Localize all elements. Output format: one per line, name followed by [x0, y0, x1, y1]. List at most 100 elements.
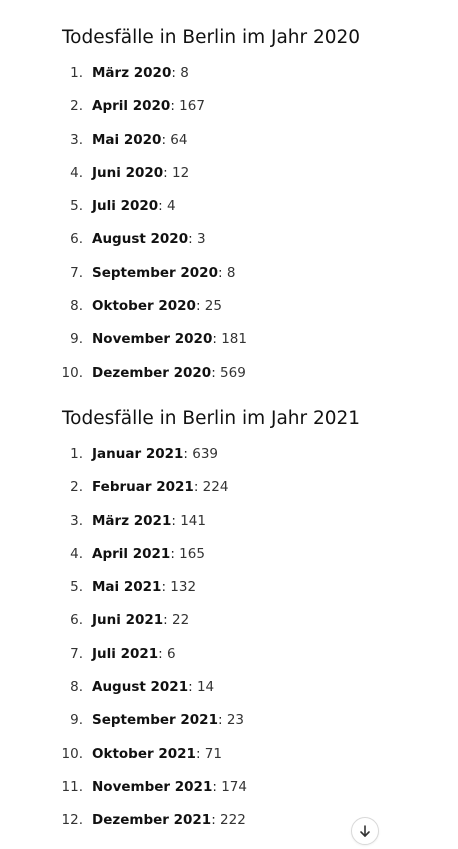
list-item: 3. März 2021: 141 [0, 511, 458, 544]
list-item-number: 6. [70, 231, 83, 248]
scroll-to-bottom-button[interactable] [351, 817, 379, 845]
month-label: September 2021 [92, 712, 218, 729]
list-item: 8. Oktober 2020: 25 [0, 296, 458, 329]
list-item-number: 5. [70, 579, 83, 596]
list-item-entry: April 2020: 167 [92, 98, 205, 115]
list-item-number: 8. [70, 679, 83, 696]
list-item-entry: Februar 2021: 224 [92, 479, 229, 496]
list-item-entry: November 2020: 181 [92, 331, 247, 348]
list-item-number: 3. [70, 131, 83, 148]
list-item-entry: August 2021: 14 [92, 679, 215, 696]
list-item-number: 3. [70, 512, 83, 529]
list-item-number: 10. [61, 745, 83, 762]
list-item: 8. August 2021: 14 [0, 677, 458, 710]
section-title-2021: Todesfälle in Berlin im Jahr 2021 [62, 408, 361, 429]
list-item: 11. November 2021: 174 [0, 777, 458, 810]
month-label: November 2021 [92, 778, 213, 795]
month-label: Juli 2021 [92, 645, 159, 662]
death-count: 14 [196, 679, 215, 696]
month-label: Juli 2020 [92, 198, 159, 215]
list-item-entry: September 2021: 23 [92, 712, 245, 729]
death-count: 3 [196, 231, 206, 248]
list-item: 6. August 2020: 3 [0, 229, 458, 262]
list-item-number: 6. [70, 612, 83, 629]
list-item-entry: März 2020: 8 [92, 65, 189, 81]
month-label: Oktober 2021 [92, 745, 196, 762]
list-item-entry: Januar 2021: 639 [92, 446, 219, 462]
month-label: April 2020 [92, 98, 171, 115]
death-count: 639 [192, 446, 219, 462]
death-count: 8 [226, 264, 236, 281]
month-label: Februar 2021 [92, 479, 194, 496]
month-label: August 2020 [92, 231, 189, 248]
deaths-list-2021: 1. Januar 2021: 639 2. Februar 2021: 224 3. M… [0, 444, 458, 844]
list-item-entry: Mai 2020: 64 [92, 131, 188, 148]
list-item-number: 9. [70, 712, 83, 729]
month-label: Oktober 2020 [92, 298, 196, 315]
list-item-number: 2. [70, 98, 83, 115]
list-item-entry: September 2020: 8 [92, 264, 236, 281]
list-item: 3. Mai 2020: 64 [0, 130, 458, 163]
list-item: 1. Januar 2021: 639 [0, 444, 458, 477]
death-count: 141 [180, 512, 206, 529]
section-title-2020: Todesfälle in Berlin im Jahr 2020 [62, 27, 361, 48]
death-count: 165 [179, 545, 205, 562]
death-count: 569 [220, 364, 246, 381]
month-label: März 2020 [92, 65, 172, 81]
list-item: 9. November 2020: 181 [0, 329, 458, 362]
list-item: 5. Mai 2021: 132 [0, 577, 458, 610]
list-item: 2. April 2020: 167 [0, 96, 458, 129]
month-label: Mai 2020 [92, 131, 162, 148]
list-item-entry: November 2021: 174 [92, 778, 247, 795]
death-count: 167 [179, 98, 205, 115]
list-item: 7. September 2020: 8 [0, 263, 458, 296]
death-count: 132 [170, 579, 197, 596]
list-item-number: 7. [70, 264, 83, 281]
list-item: 12. Dezember 2021: 222 [0, 810, 458, 843]
list-item-number: 5. [70, 198, 83, 215]
death-count: 222 [220, 812, 246, 829]
list-item: 4. April 2021: 165 [0, 544, 458, 577]
death-count: 12 [172, 164, 190, 181]
list-item-number: 7. [70, 645, 83, 662]
month-label: Juni 2020 [92, 164, 164, 181]
month-label: August 2021 [92, 679, 189, 696]
death-count: 174 [221, 778, 247, 795]
list-item: 7. Juli 2021: 6 [0, 644, 458, 677]
list-item: 5. Juli 2020: 4 [0, 196, 458, 229]
death-count: 64 [170, 131, 188, 148]
month-label: Januar 2021 [92, 446, 184, 462]
list-item-entry: Juni 2020: 12 [92, 164, 190, 181]
list-item: 2. Februar 2021: 224 [0, 477, 458, 510]
death-count: 25 [204, 298, 222, 315]
death-count: 181 [221, 331, 247, 348]
list-item-number: 11. [61, 778, 83, 795]
list-item-number: 1. [70, 446, 83, 462]
list-item-number: 8. [70, 298, 83, 315]
list-item-entry: Juni 2021: 22 [92, 612, 190, 629]
list-item: 1. März 2020: 8 [0, 63, 458, 96]
month-label: Juni 2021 [92, 612, 164, 629]
list-item-entry: Dezember 2020: 569 [92, 364, 246, 381]
list-item-number: 2. [70, 479, 83, 496]
list-item-number: 4. [70, 164, 83, 181]
list-item: 4. Juni 2020: 12 [0, 163, 458, 196]
month-label: Mai 2021 [92, 579, 162, 596]
list-item-entry: März 2021: 141 [92, 512, 206, 529]
list-item: 10. Dezember 2020: 569 [0, 363, 458, 396]
list-item-number: 12. [61, 812, 83, 829]
list-item-number: 4. [70, 545, 83, 562]
list-item-entry: Juli 2020: 4 [92, 198, 176, 215]
list-item-number: 10. [61, 364, 83, 381]
deaths-list-2020: 1. März 2020: 8 2. April 2020: 167 3. Mai 202… [0, 63, 458, 396]
month-label: Dezember 2020 [92, 364, 212, 381]
death-count: 23 [226, 712, 245, 729]
arrow-down-icon [360, 825, 370, 837]
death-count: 71 [204, 745, 222, 762]
month-label: Dezember 2021 [92, 812, 212, 829]
month-label: November 2020 [92, 331, 213, 348]
list-item-entry: August 2020: 3 [92, 231, 206, 248]
list-item-entry: Mai 2021: 132 [92, 579, 197, 596]
list-item: 6. Juni 2021: 22 [0, 610, 458, 643]
